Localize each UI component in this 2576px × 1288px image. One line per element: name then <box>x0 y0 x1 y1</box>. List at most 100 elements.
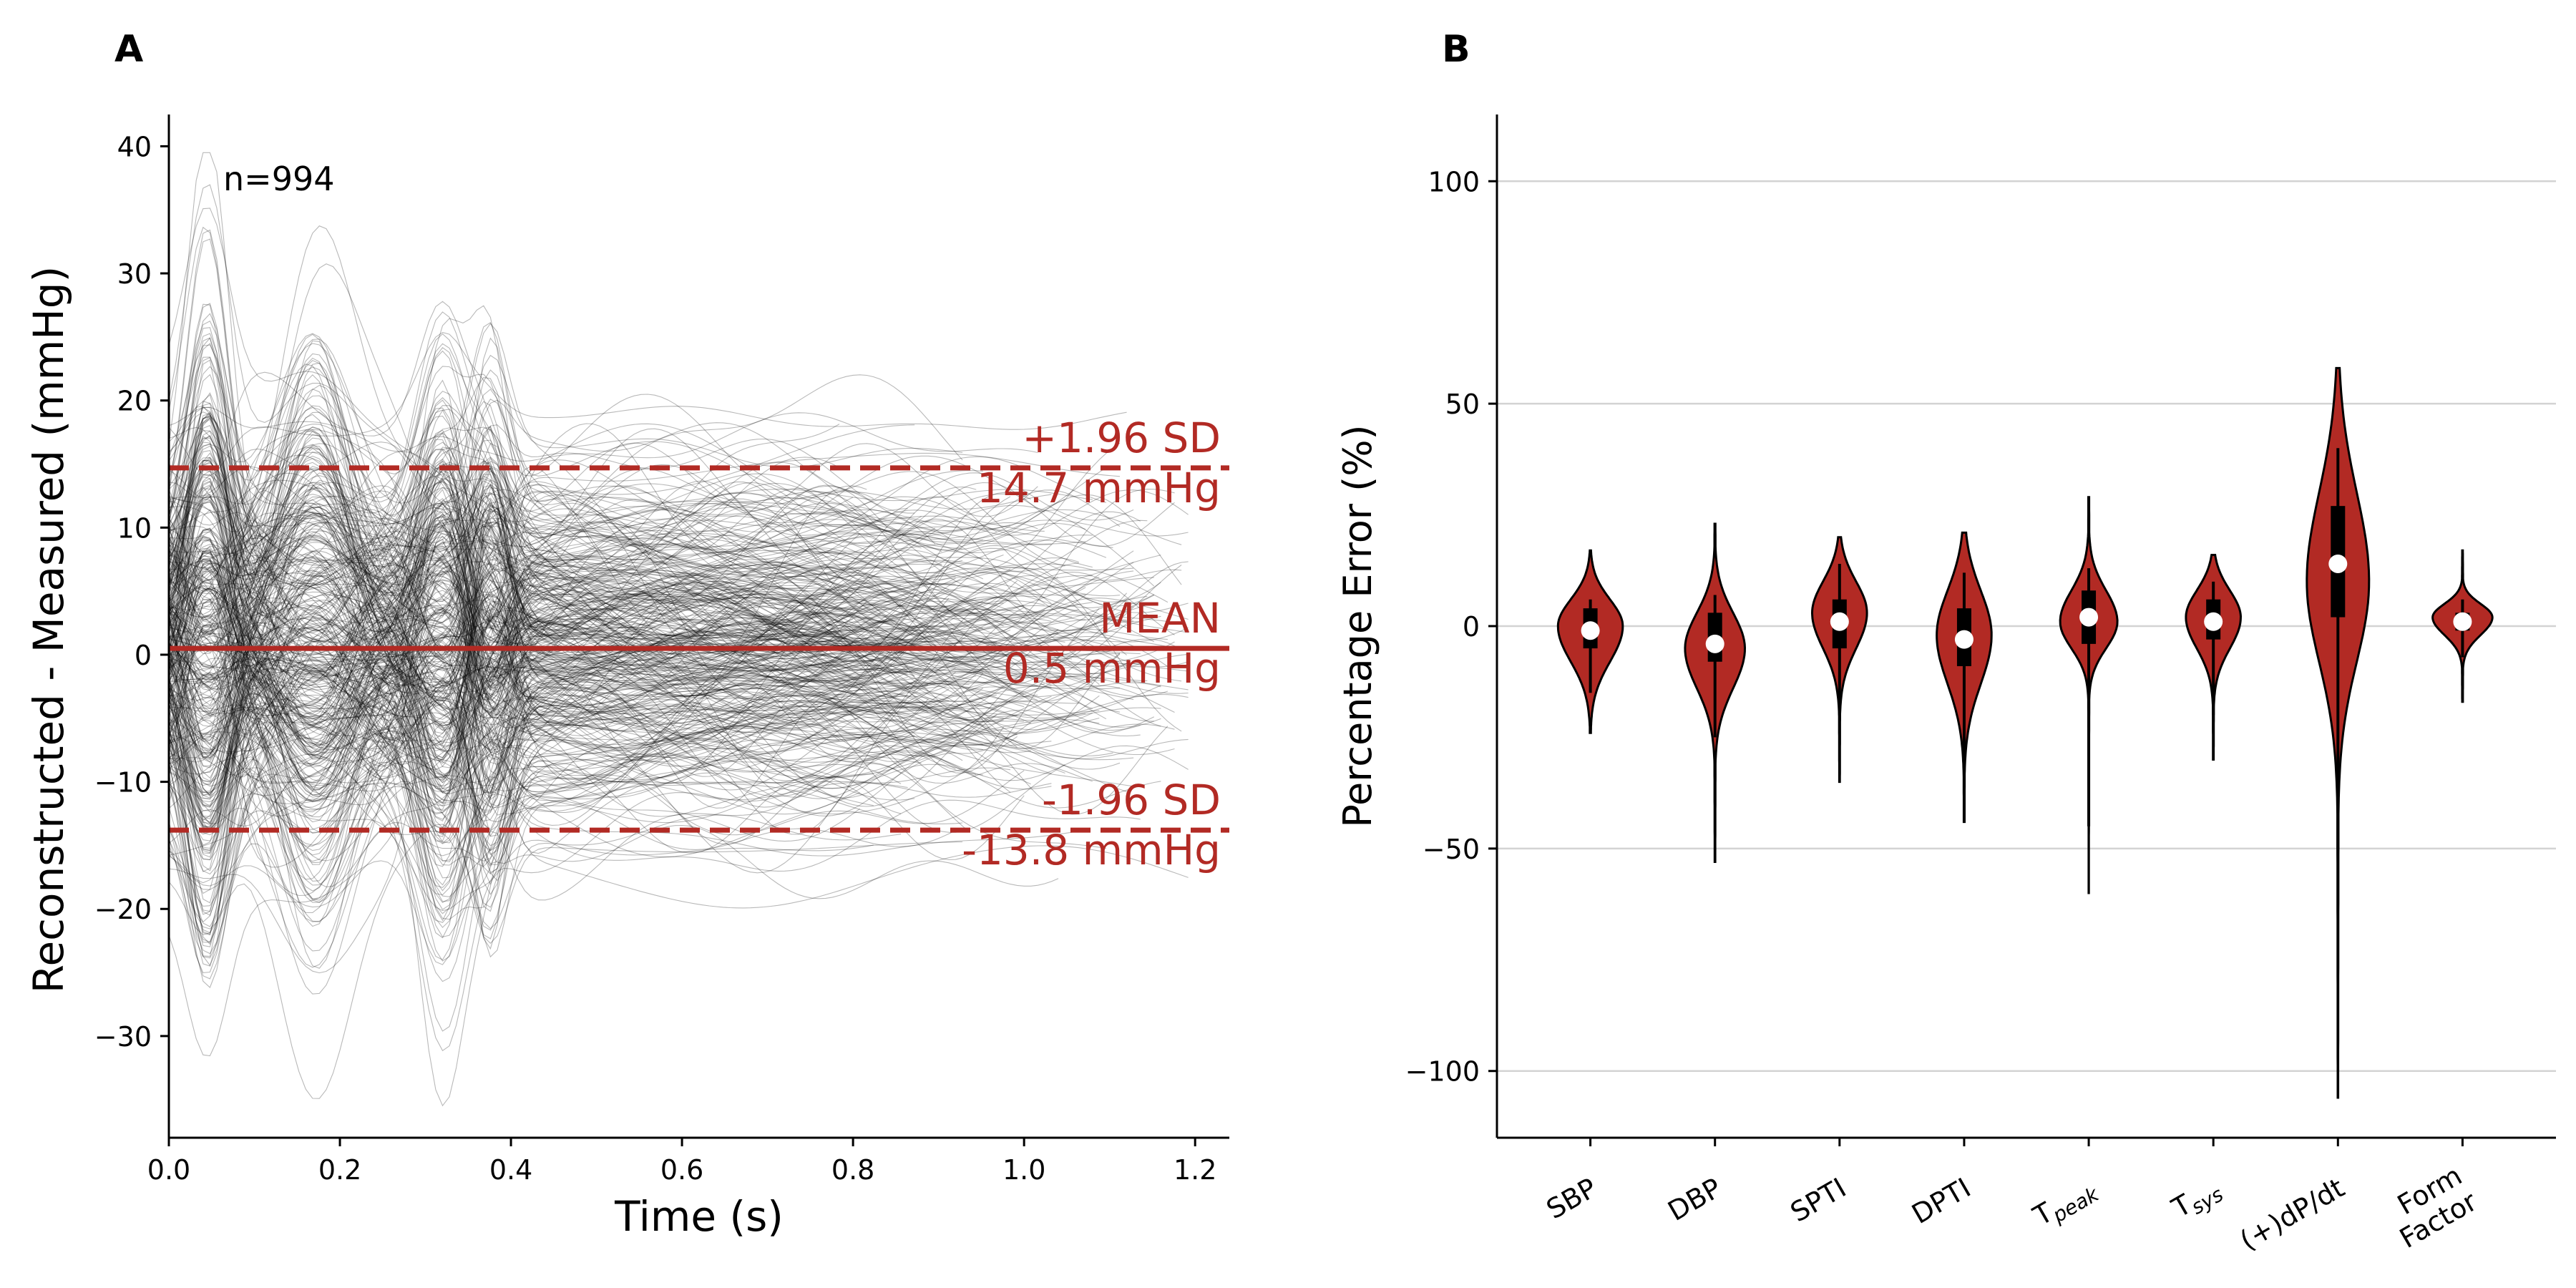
trace-line <box>168 465 1031 683</box>
trace-line <box>168 362 1004 831</box>
trace-line <box>168 405 956 683</box>
trace-line <box>168 516 881 834</box>
trace-line <box>168 394 1175 937</box>
trace-line <box>168 561 1018 715</box>
trace-line <box>168 457 908 745</box>
trace-line <box>168 620 983 781</box>
trace-line <box>168 524 1175 864</box>
trace-line <box>168 552 881 765</box>
trace-line <box>168 510 1079 796</box>
trace-line <box>168 552 1106 854</box>
category-label: Tpeak <box>2027 1171 2104 1236</box>
trace-line <box>168 544 1025 652</box>
trace-line <box>168 587 1045 761</box>
trace-line <box>168 694 963 753</box>
violin-median-dot <box>2453 612 2472 631</box>
trace-line <box>168 764 963 945</box>
trace-line <box>168 359 929 880</box>
trace-line <box>168 566 1025 697</box>
trace-line <box>168 557 908 761</box>
lower-loa-value-label: -13.8 mmHg <box>962 826 1221 874</box>
category-label: DBP <box>1662 1172 1727 1227</box>
trace-line <box>168 416 1100 655</box>
trace-line <box>168 460 902 709</box>
trace-line <box>168 684 860 884</box>
trace-line <box>168 592 860 700</box>
trace-line <box>168 557 1093 757</box>
trace-line <box>168 424 1045 623</box>
trace-line <box>168 618 887 793</box>
trace-line <box>168 432 1106 858</box>
trace-line <box>168 478 1161 947</box>
trace-line <box>168 514 1148 632</box>
trace-line <box>168 600 922 821</box>
trace-line <box>168 567 1100 716</box>
trace-line <box>168 543 1161 746</box>
trace-line <box>168 635 1025 1032</box>
trace-line <box>168 350 1134 561</box>
trace-line <box>168 678 1141 973</box>
trace-line <box>168 534 1113 643</box>
trace-line <box>168 459 1086 657</box>
trace-line <box>168 430 1086 577</box>
trace-line <box>168 356 1018 796</box>
trace-line <box>168 426 1134 899</box>
category-label: FormFactor <box>2379 1159 2482 1254</box>
trace-line <box>168 531 997 758</box>
trace-line <box>168 504 860 967</box>
n-label: n=994 <box>223 160 335 198</box>
trace-line <box>168 655 1100 830</box>
y-tick-label-b: −100 <box>1405 1056 1480 1088</box>
trace-line <box>168 377 983 621</box>
trace-line <box>168 459 1182 723</box>
trace-line <box>168 458 1168 766</box>
trace-line <box>168 405 1045 760</box>
category-label: SPTI <box>1785 1172 1852 1229</box>
trace-line <box>168 477 1121 769</box>
trace-line <box>168 593 929 800</box>
trace-line <box>168 443 1018 939</box>
trace-line <box>168 344 840 680</box>
trace-line <box>168 460 1004 694</box>
trace-line <box>168 537 963 872</box>
trace-line <box>168 495 963 716</box>
trace-line <box>168 569 1045 823</box>
category-label: SBP <box>1541 1172 1602 1226</box>
trace-line <box>168 517 833 720</box>
trace-line <box>168 571 1025 931</box>
trace-line <box>168 536 1148 782</box>
trace-line <box>168 357 977 707</box>
trace-line <box>168 374 963 655</box>
trace-line <box>168 621 1121 814</box>
trace-line <box>168 638 1052 872</box>
trace-line <box>168 535 867 784</box>
trace-line <box>168 777 874 955</box>
trace-line <box>168 489 902 854</box>
trace-line <box>168 466 1065 630</box>
trace-line <box>168 506 942 829</box>
trace-line <box>168 570 1189 922</box>
trace-line <box>168 327 1161 679</box>
trace-line <box>168 575 956 758</box>
trace-line <box>168 524 1161 854</box>
trace-line <box>168 558 929 794</box>
trace-line <box>169 635 956 717</box>
trace-line <box>168 494 1079 818</box>
trace-line <box>168 643 1093 857</box>
trace-line <box>168 656 1093 910</box>
trace-line <box>168 700 915 942</box>
trace-line <box>168 347 1025 575</box>
trace-line <box>168 605 1052 809</box>
trace-line <box>168 686 1052 813</box>
trace-line <box>168 475 874 753</box>
trace-line <box>168 439 1175 730</box>
trace-line <box>168 502 1086 635</box>
trace-line <box>168 486 1189 806</box>
trace-line <box>168 507 1073 645</box>
trace-line <box>168 509 929 623</box>
trace-line <box>168 539 902 779</box>
trace-line <box>168 337 1106 783</box>
trace-line <box>168 600 1025 837</box>
